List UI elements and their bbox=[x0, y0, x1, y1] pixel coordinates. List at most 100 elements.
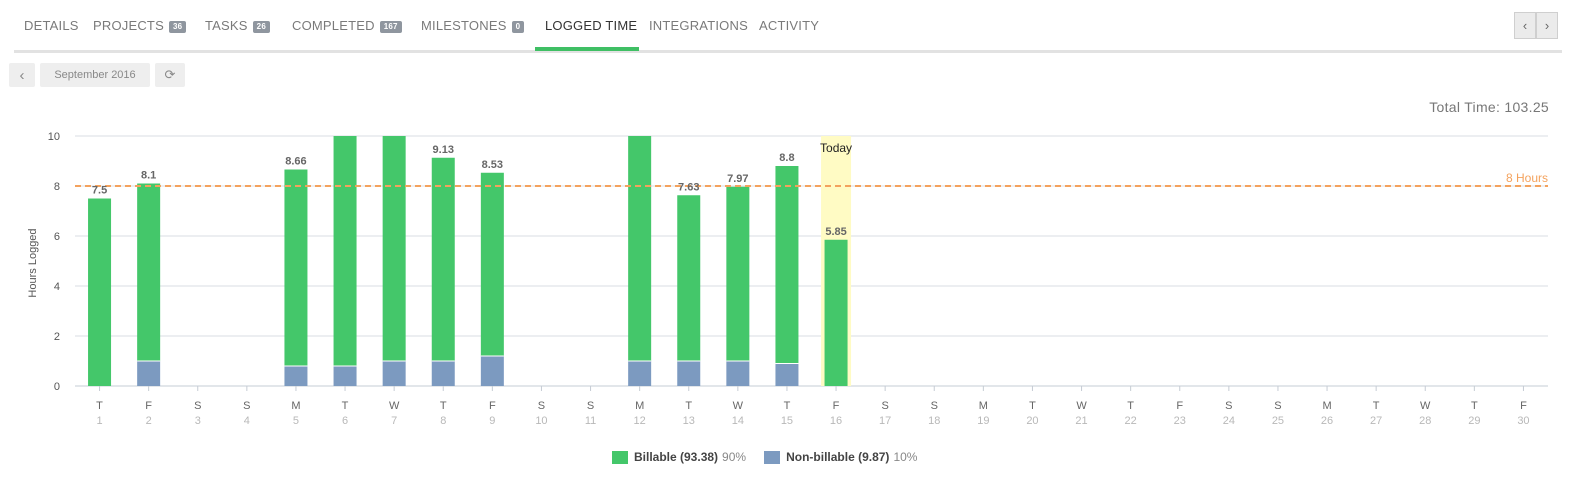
refresh-button[interactable]: ⟳ bbox=[155, 63, 185, 87]
bars bbox=[88, 136, 848, 386]
x-day-label: 24 bbox=[1223, 415, 1235, 427]
x-dow-label: W bbox=[1076, 400, 1087, 412]
x-day-label: 30 bbox=[1517, 415, 1529, 427]
billable-bar bbox=[333, 136, 357, 366]
y-tick-label: 0 bbox=[54, 381, 60, 393]
tab-activity[interactable]: ACTIVITY bbox=[759, 18, 819, 33]
count-badge: 26 bbox=[252, 21, 270, 33]
x-day-label: 21 bbox=[1075, 415, 1087, 427]
chevron-right-icon: › bbox=[1544, 18, 1550, 33]
y-tick-label: 4 bbox=[54, 281, 60, 293]
x-day-label: 4 bbox=[244, 415, 250, 427]
x-dow-label: F bbox=[833, 400, 840, 412]
count-badge: 36 bbox=[168, 21, 187, 33]
bar-value-label: 8.8 bbox=[779, 152, 794, 164]
y-tick-label: 2 bbox=[54, 331, 60, 343]
x-dow-label: M bbox=[635, 400, 644, 412]
x-dow-label: S bbox=[243, 400, 250, 412]
bar-value-label: 8.66 bbox=[285, 156, 306, 168]
nonbillable-bar bbox=[726, 361, 750, 386]
y-tick-label: 10 bbox=[48, 131, 60, 143]
x-day-label: 18 bbox=[928, 415, 940, 427]
tab-label: ACTIVITY bbox=[759, 18, 820, 33]
previous-month-button[interactable]: ‹ bbox=[9, 63, 35, 87]
tab-completed[interactable]: COMPLETED 167 bbox=[292, 18, 402, 33]
x-day-label: 10 bbox=[535, 415, 547, 427]
billable-bar bbox=[431, 157, 455, 361]
x-dow-label: F bbox=[1520, 400, 1527, 412]
tabs-prev-button[interactable]: ‹ bbox=[1514, 12, 1536, 39]
tab-milestones[interactable]: MILESTONES 0 bbox=[421, 18, 525, 33]
x-day-label: 8 bbox=[440, 415, 446, 427]
x-dow-label: T bbox=[342, 400, 349, 412]
x-dow-label: M bbox=[291, 400, 300, 412]
tab-label: DETAILS bbox=[24, 18, 79, 33]
tab-projects[interactable]: PROJECTS 36 bbox=[93, 18, 187, 33]
x-dow-label: S bbox=[1274, 400, 1281, 412]
billable-bar bbox=[726, 186, 750, 361]
x-dow-label: S bbox=[881, 400, 888, 412]
chevron-left-icon: ‹ bbox=[19, 66, 25, 84]
tab-tasks[interactable]: TASKS 26 bbox=[205, 18, 270, 33]
tab-logged-time[interactable]: LOGGED TIME bbox=[545, 18, 637, 33]
tab-label: TASKS bbox=[205, 18, 248, 33]
tab-label: PROJECTS bbox=[93, 18, 164, 33]
x-day-label: 28 bbox=[1419, 415, 1431, 427]
legend-nonbillable-percent: 10% bbox=[893, 450, 918, 464]
tab-integrations[interactable]: INTEGRATIONS bbox=[649, 18, 748, 33]
bar-value-label: 7.63 bbox=[678, 181, 699, 193]
tab-details[interactable]: DETAILS bbox=[24, 18, 79, 33]
bar-value-label: 7.5 bbox=[92, 185, 107, 197]
x-day-label: 11 bbox=[585, 415, 596, 427]
billable-bar bbox=[775, 166, 799, 364]
refresh-icon: ⟳ bbox=[164, 67, 176, 82]
count-badge: 0 bbox=[511, 21, 525, 33]
x-dow-label: S bbox=[194, 400, 201, 412]
x-day-label: 12 bbox=[634, 415, 646, 427]
y-tick-label: 8 bbox=[54, 181, 60, 193]
nonbillable-bar bbox=[382, 361, 406, 386]
nonbillable-bar bbox=[775, 363, 799, 386]
x-dow-label: T bbox=[1127, 400, 1134, 412]
billable-bar bbox=[88, 198, 112, 386]
x-dow-label: S bbox=[587, 400, 594, 412]
month-selector[interactable]: September 2016 bbox=[40, 63, 150, 87]
x-dow-label: M bbox=[979, 400, 988, 412]
legend-billable-percent: 90% bbox=[722, 450, 747, 464]
billable-bar bbox=[284, 169, 308, 366]
x-dow-label: T bbox=[1029, 400, 1036, 412]
chevron-left-icon: ‹ bbox=[1522, 18, 1528, 33]
nonbillable-bar bbox=[628, 361, 652, 386]
x-dow-label: T bbox=[1471, 400, 1478, 412]
nonbillable-bar bbox=[431, 361, 455, 386]
bar-value-label: 8.1 bbox=[141, 170, 156, 182]
y-axis-title: Hours Logged bbox=[27, 228, 39, 297]
x-day-label: 3 bbox=[195, 415, 201, 427]
x-day-label: 14 bbox=[732, 415, 744, 427]
x-day-label: 15 bbox=[781, 415, 793, 427]
x-dow-label: M bbox=[1322, 400, 1331, 412]
x-dow-label: F bbox=[489, 400, 496, 412]
legend-billable-label: Billable (93.38) bbox=[634, 450, 719, 464]
x-dow-label: T bbox=[440, 400, 447, 412]
x-dow-label: T bbox=[685, 400, 692, 412]
nonbillable-bar bbox=[284, 366, 308, 386]
x-day-label: 17 bbox=[879, 415, 891, 427]
bar-value-label: 7.97 bbox=[727, 173, 748, 185]
nonbillable-bar bbox=[480, 356, 504, 386]
tab-label: LOGGED TIME bbox=[545, 18, 638, 33]
x-dow-label: W bbox=[733, 400, 744, 412]
x-day-label: 29 bbox=[1468, 415, 1480, 427]
nonbillable-bar bbox=[137, 361, 161, 386]
x-dow-label: T bbox=[1373, 400, 1380, 412]
target-line-label: 8 Hours bbox=[1506, 171, 1548, 185]
total-time: Total Time: 103.25 bbox=[1429, 99, 1549, 115]
tabs-next-button[interactable]: › bbox=[1536, 12, 1558, 39]
x-day-label: 23 bbox=[1174, 415, 1186, 427]
x-dow-label: W bbox=[1420, 400, 1431, 412]
x-day-label: 27 bbox=[1370, 415, 1382, 427]
x-dow-label: S bbox=[538, 400, 545, 412]
billable-bar bbox=[677, 195, 701, 361]
x-dow-label: S bbox=[1225, 400, 1232, 412]
billable-bar bbox=[480, 172, 504, 356]
